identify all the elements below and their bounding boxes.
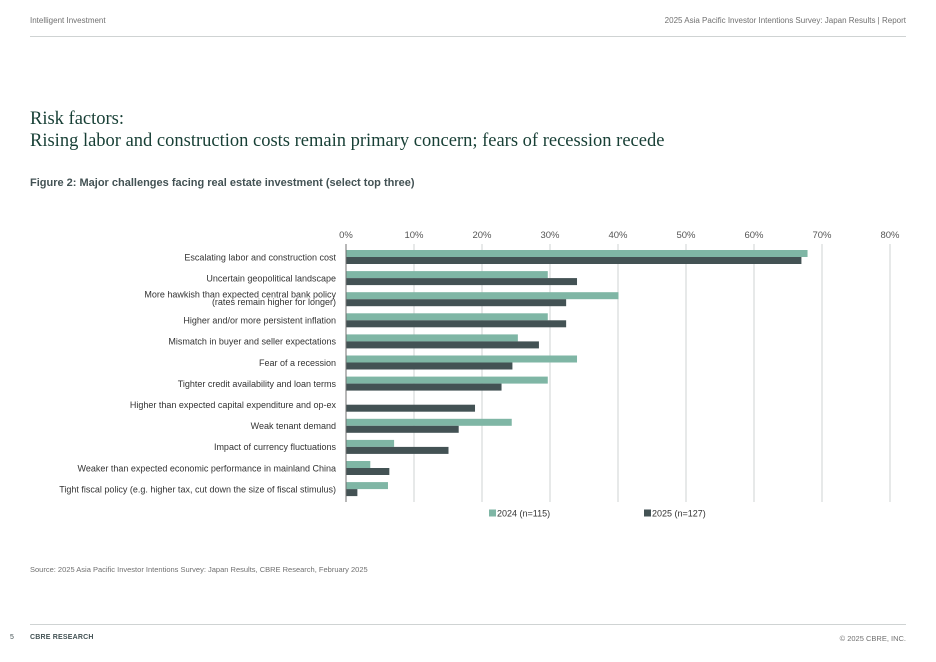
x-tick-label: 60%: [744, 230, 764, 241]
bar-2025: [346, 278, 578, 286]
bar-2025: [346, 383, 502, 391]
header-divider: [30, 36, 906, 37]
bar-2025: [346, 341, 539, 349]
page-title-line1: Risk factors:: [30, 109, 125, 129]
x-tick-label: 50%: [676, 230, 696, 241]
x-tick-label: 10%: [404, 230, 424, 241]
source-note: Source: 2025 Asia Pacific Investor Inten…: [30, 565, 368, 574]
x-tick-label: 30%: [540, 230, 560, 241]
footer-divider: [30, 624, 906, 625]
x-tick-label: 70%: [812, 230, 832, 241]
bar-2024: [346, 439, 395, 447]
category-label: Tight fiscal policy (e.g. higher tax, cu…: [59, 484, 336, 494]
category-label: Tighter credit availability and loan ter…: [178, 379, 337, 389]
bar-2024: [346, 292, 619, 300]
bar-2024: [346, 461, 371, 468]
bar-2024: [346, 334, 518, 342]
figure-title: Figure 2: Major challenges facing real e…: [30, 177, 415, 189]
x-tick-label: 40%: [608, 230, 628, 241]
bar-2024: [346, 250, 808, 257]
page-number: 5: [10, 634, 14, 641]
bar-2025: [346, 404, 476, 412]
footer-copyright: © 2025 CBRE, INC.: [839, 634, 906, 643]
category-label: Higher than expected capital expenditure…: [130, 400, 337, 410]
header-right-text: 2025 Asia Pacific Investor Intentions Su…: [664, 16, 906, 25]
bar-2025: [346, 468, 390, 475]
bar-2025: [346, 320, 567, 328]
page-title-line2: Rising labor and construction costs rema…: [30, 131, 665, 151]
bar-2025: [346, 257, 802, 264]
category-label: Weaker than expected economic performanc…: [78, 463, 336, 473]
header-left-text: Intelligent Investment: [30, 16, 106, 25]
bar-2025: [346, 425, 459, 433]
bar-2025: [346, 489, 358, 497]
bar-2024: [346, 271, 548, 279]
bar-2025: [346, 446, 449, 454]
category-label: Higher and/or more persistent inflation: [183, 316, 336, 326]
bar-2025: [346, 362, 513, 370]
x-tick-label: 80%: [880, 230, 900, 241]
category-label: (rates remain higher for longer): [212, 297, 336, 307]
category-label: Uncertain geopolitical landscape: [206, 273, 336, 283]
bar-2024: [346, 418, 512, 426]
x-tick-label: 0%: [339, 230, 353, 241]
legend-swatch-2025: [644, 509, 651, 517]
legend-label-2025: 2025 (n=127): [652, 509, 706, 519]
bar-2024: [346, 355, 578, 363]
category-label: More hawkish than expected central bank …: [144, 290, 336, 300]
category-label: Escalating labor and construction cost: [184, 252, 336, 262]
category-label: Mismatch in buyer and seller expectation…: [168, 337, 336, 347]
category-label: Fear of a recession: [259, 358, 336, 368]
bar-2024: [346, 482, 388, 490]
category-label: Weak tenant demand: [251, 421, 336, 431]
page-title: Risk factors: Rising labor and construct…: [30, 108, 664, 152]
legend-swatch-2024: [489, 509, 496, 517]
x-tick-label: 20%: [472, 230, 492, 241]
legend-label-2024: 2024 (n=115): [497, 509, 550, 519]
footer-brand: CBRE RESEARCH: [30, 634, 94, 641]
bar-2025: [346, 299, 567, 307]
bar-2024: [346, 376, 548, 384]
category-label: Impact of currency fluctuations: [214, 442, 337, 452]
bar-2024: [346, 313, 548, 321]
